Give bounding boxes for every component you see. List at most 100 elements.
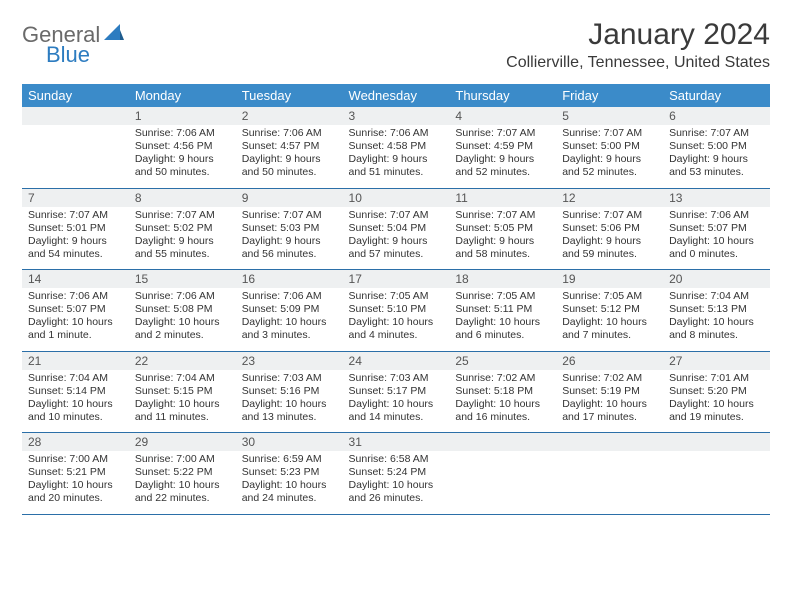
week-daynum-row: 21222324252627 bbox=[22, 351, 770, 370]
daylight-text: Daylight: 10 hours and 19 minutes. bbox=[669, 398, 764, 424]
day-detail: Sunrise: 7:07 AMSunset: 5:05 PMDaylight:… bbox=[449, 207, 556, 270]
day-detail: Sunrise: 7:02 AMSunset: 5:18 PMDaylight:… bbox=[449, 370, 556, 433]
day-number: 12 bbox=[556, 188, 663, 207]
week-detail-row: Sunrise: 7:06 AMSunset: 5:07 PMDaylight:… bbox=[22, 288, 770, 351]
dayhead-thu: Thursday bbox=[449, 84, 556, 107]
day-number: 18 bbox=[449, 270, 556, 289]
day-detail: Sunrise: 7:06 AMSunset: 5:07 PMDaylight:… bbox=[22, 288, 129, 351]
sunrise-text: Sunrise: 7:05 AM bbox=[455, 290, 550, 303]
sunset-text: Sunset: 5:00 PM bbox=[669, 140, 764, 153]
day-detail: Sunrise: 7:02 AMSunset: 5:19 PMDaylight:… bbox=[556, 370, 663, 433]
sunrise-text: Sunrise: 7:06 AM bbox=[135, 127, 230, 140]
day-number: 19 bbox=[556, 270, 663, 289]
day-number: 3 bbox=[343, 107, 450, 125]
day-detail: Sunrise: 7:06 AMSunset: 5:09 PMDaylight:… bbox=[236, 288, 343, 351]
day-detail: Sunrise: 7:07 AMSunset: 5:00 PMDaylight:… bbox=[663, 125, 770, 188]
day-detail: Sunrise: 6:59 AMSunset: 5:23 PMDaylight:… bbox=[236, 451, 343, 514]
sunset-text: Sunset: 5:20 PM bbox=[669, 385, 764, 398]
day-number: 23 bbox=[236, 351, 343, 370]
daylight-text: Daylight: 10 hours and 13 minutes. bbox=[242, 398, 337, 424]
day-number: 27 bbox=[663, 351, 770, 370]
sunrise-text: Sunrise: 6:58 AM bbox=[349, 453, 444, 466]
day-number: 10 bbox=[343, 188, 450, 207]
sunset-text: Sunset: 5:16 PM bbox=[242, 385, 337, 398]
daylight-text: Daylight: 9 hours and 52 minutes. bbox=[562, 153, 657, 179]
week-daynum-row: 78910111213 bbox=[22, 188, 770, 207]
logo: General Blue bbox=[22, 18, 124, 66]
day-detail bbox=[22, 125, 129, 188]
sunrise-text: Sunrise: 7:00 AM bbox=[28, 453, 123, 466]
day-number: 8 bbox=[129, 188, 236, 207]
day-detail: Sunrise: 7:07 AMSunset: 5:01 PMDaylight:… bbox=[22, 207, 129, 270]
daylight-text: Daylight: 9 hours and 57 minutes. bbox=[349, 235, 444, 261]
day-detail: Sunrise: 7:07 AMSunset: 5:04 PMDaylight:… bbox=[343, 207, 450, 270]
sunset-text: Sunset: 5:17 PM bbox=[349, 385, 444, 398]
title-block: January 2024 Collierville, Tennessee, Un… bbox=[506, 18, 770, 72]
daylight-text: Daylight: 10 hours and 26 minutes. bbox=[349, 479, 444, 505]
sunset-text: Sunset: 5:08 PM bbox=[135, 303, 230, 316]
day-number bbox=[663, 433, 770, 452]
sunset-text: Sunset: 5:21 PM bbox=[28, 466, 123, 479]
day-number: 11 bbox=[449, 188, 556, 207]
day-detail bbox=[449, 451, 556, 514]
day-detail: Sunrise: 7:06 AMSunset: 5:07 PMDaylight:… bbox=[663, 207, 770, 270]
day-number: 17 bbox=[343, 270, 450, 289]
day-number: 31 bbox=[343, 433, 450, 452]
day-detail: Sunrise: 7:00 AMSunset: 5:21 PMDaylight:… bbox=[22, 451, 129, 514]
week-detail-row: Sunrise: 7:06 AMSunset: 4:56 PMDaylight:… bbox=[22, 125, 770, 188]
week-detail-row: Sunrise: 7:07 AMSunset: 5:01 PMDaylight:… bbox=[22, 207, 770, 270]
day-detail: Sunrise: 7:07 AMSunset: 5:02 PMDaylight:… bbox=[129, 207, 236, 270]
sunset-text: Sunset: 5:04 PM bbox=[349, 222, 444, 235]
week-detail-row: Sunrise: 7:04 AMSunset: 5:14 PMDaylight:… bbox=[22, 370, 770, 433]
day-number: 16 bbox=[236, 270, 343, 289]
dayhead-wed: Wednesday bbox=[343, 84, 450, 107]
sunrise-text: Sunrise: 7:06 AM bbox=[28, 290, 123, 303]
dayhead-fri: Friday bbox=[556, 84, 663, 107]
sunset-text: Sunset: 5:12 PM bbox=[562, 303, 657, 316]
dayhead-mon: Monday bbox=[129, 84, 236, 107]
day-detail: Sunrise: 7:07 AMSunset: 5:03 PMDaylight:… bbox=[236, 207, 343, 270]
daylight-text: Daylight: 10 hours and 14 minutes. bbox=[349, 398, 444, 424]
day-detail: Sunrise: 7:05 AMSunset: 5:11 PMDaylight:… bbox=[449, 288, 556, 351]
daylight-text: Daylight: 10 hours and 2 minutes. bbox=[135, 316, 230, 342]
sunrise-text: Sunrise: 7:04 AM bbox=[135, 372, 230, 385]
week-daynum-row: 14151617181920 bbox=[22, 270, 770, 289]
sunset-text: Sunset: 5:19 PM bbox=[562, 385, 657, 398]
sunrise-text: Sunrise: 7:06 AM bbox=[242, 127, 337, 140]
day-detail: Sunrise: 6:58 AMSunset: 5:24 PMDaylight:… bbox=[343, 451, 450, 514]
sunset-text: Sunset: 5:02 PM bbox=[135, 222, 230, 235]
header: General Blue January 2024 Collierville, … bbox=[22, 18, 770, 72]
sunrise-text: Sunrise: 7:01 AM bbox=[669, 372, 764, 385]
daylight-text: Daylight: 9 hours and 55 minutes. bbox=[135, 235, 230, 261]
daylight-text: Daylight: 9 hours and 56 minutes. bbox=[242, 235, 337, 261]
day-number bbox=[449, 433, 556, 452]
day-number: 24 bbox=[343, 351, 450, 370]
day-detail: Sunrise: 7:03 AMSunset: 5:16 PMDaylight:… bbox=[236, 370, 343, 433]
day-number bbox=[22, 107, 129, 125]
sunrise-text: Sunrise: 7:07 AM bbox=[135, 209, 230, 222]
week-detail-row: Sunrise: 7:00 AMSunset: 5:21 PM Daylight:… bbox=[22, 451, 770, 514]
day-number: 13 bbox=[663, 188, 770, 207]
sunrise-text: Sunrise: 7:07 AM bbox=[455, 209, 550, 222]
sunset-text: Sunset: 5:15 PM bbox=[135, 385, 230, 398]
sunrise-text: Sunrise: 7:04 AM bbox=[28, 372, 123, 385]
sunrise-text: Sunrise: 7:07 AM bbox=[455, 127, 550, 140]
daylight-text: Daylight: 10 hours and 8 minutes. bbox=[669, 316, 764, 342]
sunrise-text: Sunrise: 7:07 AM bbox=[562, 127, 657, 140]
dayhead-tue: Tuesday bbox=[236, 84, 343, 107]
daylight-text: Daylight: 9 hours and 51 minutes. bbox=[349, 153, 444, 179]
daylight-text: Daylight: 9 hours and 50 minutes. bbox=[135, 153, 230, 179]
week-daynum-row: 28293031 bbox=[22, 433, 770, 452]
day-detail bbox=[663, 451, 770, 514]
sunset-text: Sunset: 5:09 PM bbox=[242, 303, 337, 316]
day-detail bbox=[556, 451, 663, 514]
sunrise-text: Sunrise: 7:04 AM bbox=[669, 290, 764, 303]
day-detail: Sunrise: 7:06 AMSunset: 4:56 PMDaylight:… bbox=[129, 125, 236, 188]
daylight-text: Daylight: 10 hours and 10 minutes. bbox=[28, 398, 123, 424]
day-number: 7 bbox=[22, 188, 129, 207]
sunrise-text: Sunrise: 7:06 AM bbox=[669, 209, 764, 222]
day-detail: Sunrise: 7:06 AMSunset: 4:58 PMDaylight:… bbox=[343, 125, 450, 188]
day-number: 1 bbox=[129, 107, 236, 125]
day-number: 2 bbox=[236, 107, 343, 125]
sunset-text: Sunset: 5:24 PM bbox=[349, 466, 444, 479]
